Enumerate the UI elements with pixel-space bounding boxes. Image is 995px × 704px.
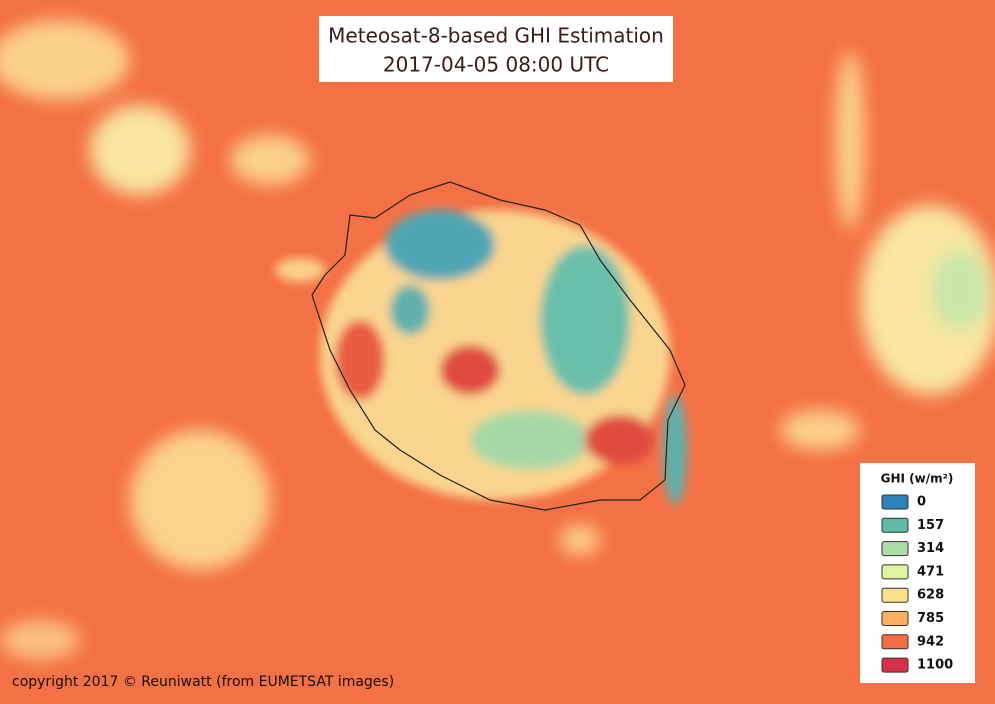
legend-label: 785 bbox=[917, 611, 944, 626]
legend-items: 0 157 314 471 628 785 942 1100 bbox=[881, 494, 953, 673]
legend-label: 942 bbox=[917, 634, 944, 649]
legend-swatch bbox=[881, 657, 909, 673]
legend-label: 628 bbox=[917, 588, 944, 603]
legend-label: 157 bbox=[917, 518, 944, 533]
title-box bbox=[319, 16, 673, 82]
legend-label: 1100 bbox=[917, 658, 953, 673]
legend-swatch bbox=[881, 634, 909, 650]
legend-label: 314 bbox=[917, 541, 944, 556]
legend-label: 471 bbox=[917, 564, 944, 579]
legend-swatch bbox=[881, 564, 909, 580]
legend-box bbox=[860, 463, 975, 683]
legend-swatch bbox=[881, 611, 909, 626]
credit: copyright 2017 © Reuniwatt (from EUMETSA… bbox=[12, 674, 394, 690]
subtitle: 2017-04-05 08:00 UTC bbox=[383, 53, 609, 77]
island-field bbox=[275, 210, 687, 505]
island-outline bbox=[311, 181, 686, 511]
title: Meteosat-8-based GHI Estimation bbox=[328, 24, 664, 48]
legend-label: 0 bbox=[917, 495, 926, 510]
cloud-field bbox=[0, 20, 995, 660]
legend-swatch bbox=[881, 587, 909, 603]
legend-swatch bbox=[881, 517, 909, 533]
legend-swatch bbox=[881, 494, 909, 510]
legend-swatch bbox=[881, 541, 909, 557]
legend-title: GHI (w/m²) bbox=[881, 472, 954, 486]
